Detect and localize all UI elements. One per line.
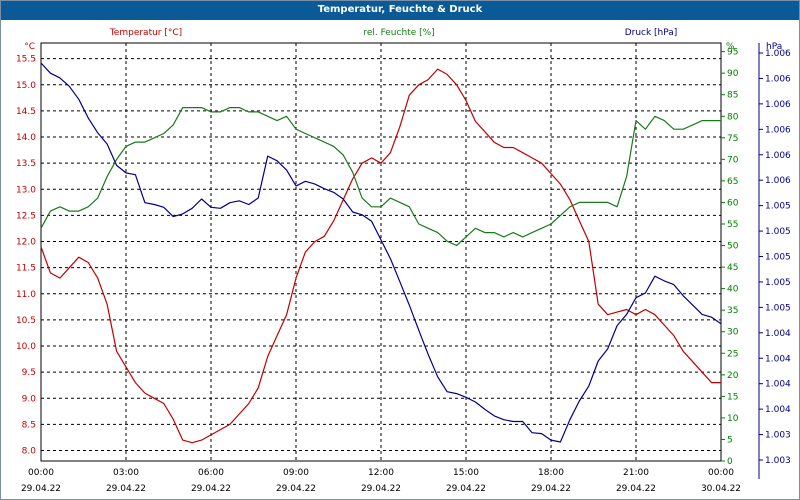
- left-tick-label: 13.5: [16, 159, 36, 169]
- left-tick-label: 12.5: [16, 211, 36, 221]
- right2-tick-label: 1.005: [765, 227, 791, 237]
- left-tick-label: 9.0: [22, 394, 37, 404]
- right2-tick-label: 1.006: [765, 49, 791, 59]
- x-tick-date: 29.04.22: [446, 484, 486, 494]
- right1-tick-label: 95: [727, 48, 738, 58]
- right2-tick-label: 1.004: [765, 380, 791, 390]
- left-tick-label: 10.5: [16, 316, 36, 326]
- x-tick-date: 29.04.22: [531, 484, 571, 494]
- right2-tick-label: 1.004: [765, 329, 791, 339]
- x-tick-date: 30.04.22: [701, 484, 741, 494]
- right2-tick-label: 1.004: [765, 405, 791, 415]
- x-tick-time: 00:00: [708, 468, 734, 478]
- x-tick-time: 03:00: [113, 468, 139, 478]
- grid-lines: [41, 43, 721, 461]
- right1-tick-label: 60: [727, 198, 739, 208]
- left-tick-label: 9.5: [22, 368, 36, 378]
- right1-tick-label: 40: [727, 285, 739, 295]
- left-tick-label: 14.5: [16, 107, 36, 117]
- legend-druck: Druck [hPa]: [625, 28, 678, 38]
- right2-tick-label: 1.006: [765, 176, 791, 186]
- unit-right2: hPa: [766, 42, 782, 52]
- right2-tick-label: 1.003: [765, 456, 791, 466]
- left-tick-label: 15.5: [16, 55, 36, 65]
- axis-units: °C % hPa: [24, 42, 782, 52]
- left-axis-ticks: 15.5 15.0 14.5 14.0 13.5 13.0 12.5 12.0 11.5 11.0…: [16, 55, 36, 457]
- right1-tick-label: 0: [727, 457, 733, 467]
- right1-tick-label: 30: [727, 328, 739, 338]
- right1-tick-label: 25: [727, 349, 738, 359]
- right2-tick-label: 1.006: [765, 151, 791, 161]
- right1-tick-label: 65: [727, 177, 738, 187]
- right2-tick-label: 1.006: [765, 125, 791, 135]
- right1-tick-label: 50: [727, 242, 739, 252]
- legend-temperatur: Temperatur [°C]: [109, 28, 182, 38]
- x-tick-time: 18:00: [538, 468, 564, 478]
- left-tick-label: 14.0: [16, 133, 36, 143]
- series-druck: [40, 62, 722, 443]
- right1-tick-label: 20: [727, 371, 739, 381]
- x-tick-time: 06:00: [198, 468, 224, 478]
- right2-tick-label: 1.005: [765, 278, 791, 288]
- left-tick-label: 15.0: [16, 81, 36, 91]
- legend: Temperatur [°C] rel. Feuchte [%] Druck […: [109, 28, 677, 38]
- chart-area: Temperatur [°C] rel. Feuchte [%] Druck […: [16, 28, 791, 494]
- left-tick-label: 11.0: [16, 290, 36, 300]
- x-tick-time: 12:00: [368, 468, 394, 478]
- right2-tick-label: 1.005: [765, 202, 791, 212]
- right1-tick-label: 70: [727, 155, 739, 165]
- x-tick-time: 09:00: [283, 468, 309, 478]
- right1-tick-label: 15: [727, 392, 738, 402]
- left-tick-label: 11.5: [16, 264, 36, 274]
- unit-right1: %: [726, 42, 735, 52]
- legend-feuchte: rel. Feuchte [%]: [363, 28, 434, 38]
- x-tick-time: 15:00: [453, 468, 479, 478]
- x-tick-date: 29.04.22: [106, 484, 146, 494]
- x-tick-time: 21:00: [623, 468, 649, 478]
- left-tick-label: 8.0: [22, 447, 37, 457]
- series-feuchte: [40, 106, 721, 247]
- x-tick-date: 29.04.22: [361, 484, 401, 494]
- right1-tick-label: 10: [727, 414, 739, 424]
- x-tick-time: 00:00: [28, 468, 54, 478]
- left-tick-label: 12.0: [16, 238, 36, 248]
- right1-tick-label: 5: [727, 435, 733, 445]
- x-tick-date: 29.04.22: [276, 484, 316, 494]
- right1-tick-label: 90: [727, 69, 739, 79]
- plot-border: [40, 42, 722, 462]
- right2-axis-ticks: 1.006 1.006 1.006 1.006 1.006 1.006 1.005 1.005…: [758, 43, 791, 479]
- left-tick-label: 13.0: [16, 185, 36, 195]
- right2-tick-label: 1.005: [765, 253, 791, 263]
- right1-tick-label: 55: [727, 220, 738, 230]
- plot-frame: [40, 42, 722, 462]
- left-tick-label: 8.5: [22, 420, 36, 430]
- chart-title: Temperatur, Feuchte & Druck: [1, 1, 799, 20]
- right2-tick-label: 1.006: [765, 100, 791, 110]
- x-tick-date: 29.04.22: [191, 484, 231, 494]
- right2-tick-label: 1.005: [765, 303, 791, 313]
- right2-tick-label: 1.006: [765, 74, 791, 84]
- right1-tick-label: 35: [727, 306, 738, 316]
- right2-tick-label: 1.004: [765, 354, 791, 364]
- right1-tick-label: 45: [727, 263, 738, 273]
- right2-tick-label: 1.003: [765, 431, 791, 441]
- right1-tick-label: 85: [727, 91, 738, 101]
- x-axis-ticks: 00:00 29.04.22 03:00 29.04.22 06:00 29.04.22 0…: [21, 468, 741, 494]
- x-tick-date: 29.04.22: [21, 484, 61, 494]
- right1-tick-label: 80: [727, 112, 739, 122]
- right1-tick-label: 75: [727, 134, 738, 144]
- left-tick-label: 10.0: [16, 342, 36, 352]
- series-temperatur: [40, 68, 721, 444]
- unit-left: °C: [24, 42, 35, 52]
- series-lines: [40, 62, 722, 444]
- x-tick-date: 29.04.22: [616, 484, 656, 494]
